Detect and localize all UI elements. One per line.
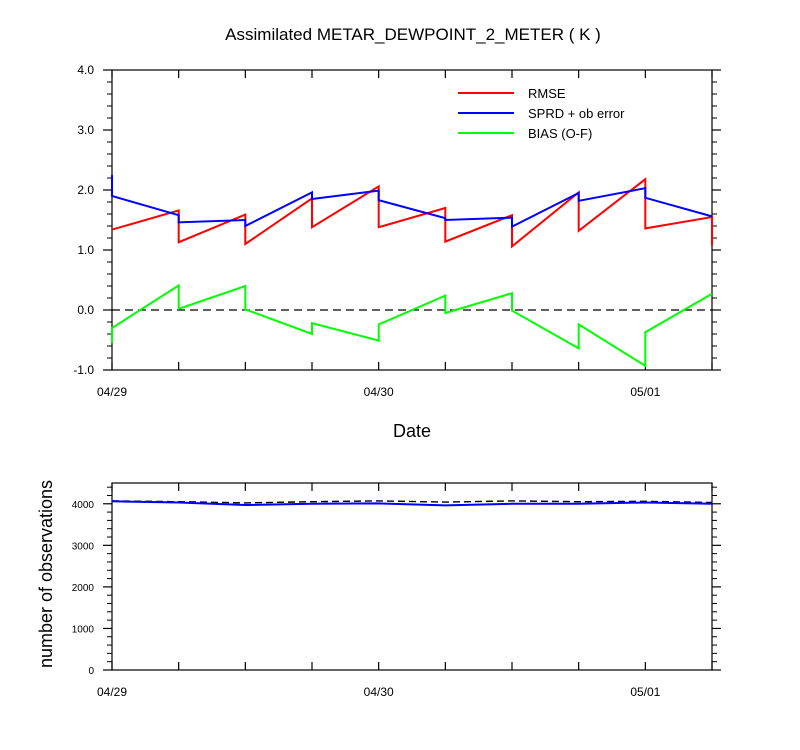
legend-label: RMSE — [528, 86, 566, 101]
y-tick-label: -1.0 — [73, 363, 94, 377]
y-tick-label: 3.0 — [77, 123, 94, 137]
y-tick-label: 4.0 — [77, 63, 94, 77]
y-tick-label: 4000 — [72, 500, 95, 511]
plot-frame — [111, 482, 713, 671]
top-chart-title: Assimilated METAR_DEWPOINT_2_METER ( K ) — [225, 25, 601, 44]
legend-label: SPRD + ob error — [528, 106, 625, 121]
x-tick-label: 05/01 — [630, 685, 660, 699]
y-tick-label: 1.0 — [77, 243, 94, 257]
x-tick-label: 04/30 — [364, 685, 394, 699]
y-tick-label: 1000 — [72, 624, 95, 635]
series-line-observations-used — [111, 500, 713, 507]
x-tick-label: 05/01 — [630, 385, 660, 399]
y-tick-label: 2000 — [72, 583, 95, 594]
x-tick-label: 04/29 — [97, 385, 127, 399]
x-tick-label: 04/29 — [97, 685, 127, 699]
legend-label: BIAS (O-F) — [528, 126, 592, 141]
bottom-chart: 0 1000 2000 3000 4000 04/29 04/30 05/01 — [72, 482, 721, 699]
series-line-possible-observations — [111, 500, 713, 504]
series-line-sprd-ob-error — [111, 175, 713, 229]
bottom-chart-ylabel: number of observations — [36, 480, 56, 668]
series-line-bias-o-f — [111, 283, 713, 368]
x-tick-label: 04/30 — [364, 385, 394, 399]
top-chart-xlabel: Date — [393, 421, 431, 441]
y-tick-label: 0 — [88, 666, 94, 677]
series-line-rmse — [111, 177, 713, 249]
y-tick-label: 0.0 — [77, 303, 94, 317]
y-tick-label: 3000 — [72, 541, 95, 552]
y-tick-label: 2.0 — [77, 183, 94, 197]
top-chart: -1.0 0.0 1.0 2.0 3.0 4.0 04/29 04/30 05/01 RMSE SP… — [73, 63, 721, 399]
